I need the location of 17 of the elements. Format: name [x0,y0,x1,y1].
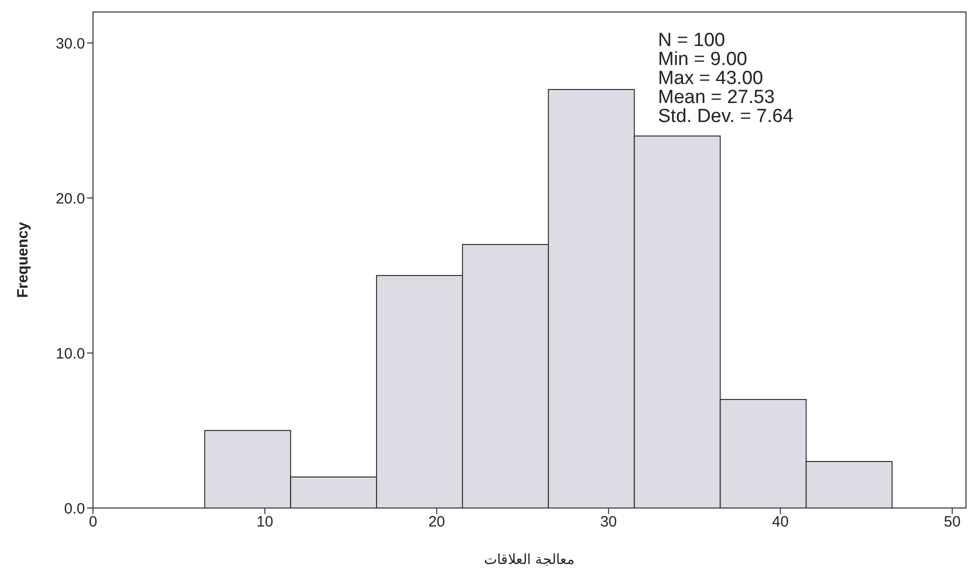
y-tick-label: 30.0 [56,35,85,52]
x-tick-label: 50 [944,514,961,531]
x-tick-label: 0 [88,514,98,531]
annotation: Mean = 27.53 [658,87,775,108]
y-axis-title: Frequency [14,221,32,298]
annotation: Min = 9.00 [658,49,748,70]
x-tick-label: 10 [256,514,274,531]
y-tick-label: 20.0 [56,190,85,208]
annotation: N = 100 [658,30,726,51]
y-tick-label: 0.0 [64,500,85,518]
x-tick-label: 20 [428,514,446,531]
x-axis-title: معالجة العلاقات [484,551,575,567]
x-tick-label: 30 [600,514,617,531]
annotation: Std. Dev. = 7.64 [658,106,794,127]
annotation: Max = 43.00 [658,68,764,89]
y-tick-label: 10.0 [56,345,85,362]
x-tick-label: 40 [772,514,789,531]
